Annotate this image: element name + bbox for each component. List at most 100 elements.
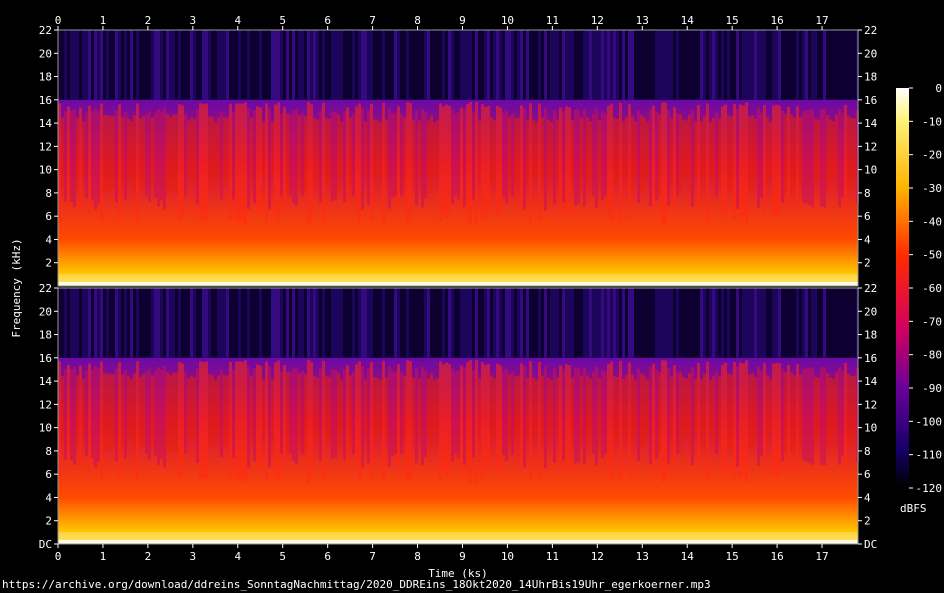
y-tick-label-left: 4 xyxy=(45,233,52,246)
y-tick-label-right: 14 xyxy=(864,375,878,388)
colorbar-tick-label: -80 xyxy=(922,349,942,362)
y-tick-label-right: 12 xyxy=(864,140,877,153)
x-tick-label-top: 17 xyxy=(815,14,828,27)
y-tick-label-left: 16 xyxy=(39,352,52,365)
x-tick-label-top: 6 xyxy=(324,14,331,27)
y-tick-label-left: 12 xyxy=(39,140,52,153)
y-tick-label-right: 20 xyxy=(864,305,877,318)
x-tick-label-bottom: 14 xyxy=(681,550,695,563)
x-tick-label-top: 7 xyxy=(369,14,376,27)
y-tick-label-right: 4 xyxy=(864,491,871,504)
y-tick-label-right: 2 xyxy=(864,257,871,270)
y-tick-label-right: 22 xyxy=(864,282,877,295)
colorbar-label: dBFS xyxy=(900,502,927,515)
colorbar-tick-label: -70 xyxy=(922,315,942,328)
y-tick-label-left: 4 xyxy=(45,491,52,504)
colorbar-tick-label: -50 xyxy=(922,249,942,262)
x-tick-label-top: 13 xyxy=(636,14,649,27)
x-tick-label-bottom: 17 xyxy=(815,550,828,563)
y-axis-label: Frequency (kHz) xyxy=(10,238,23,337)
x-tick-label-top: 5 xyxy=(279,14,286,27)
x-tick-label-bottom: 16 xyxy=(770,550,783,563)
y-tick-label-left: 18 xyxy=(39,71,52,84)
x-axis-label: Time (ks) xyxy=(428,567,488,580)
x-tick-label-top: 10 xyxy=(501,14,514,27)
y-tick-label-left: 20 xyxy=(39,47,52,60)
colorbar-tick-label: -100 xyxy=(916,415,943,428)
x-tick-label-bottom: 2 xyxy=(145,550,152,563)
colorbar-tick-label: -10 xyxy=(922,115,942,128)
x-tick-label-top: 0 xyxy=(55,14,62,27)
x-tick-label-bottom: 4 xyxy=(234,550,241,563)
x-tick-label-top: 12 xyxy=(591,14,604,27)
x-tick-label-top: 4 xyxy=(234,14,241,27)
y-tick-label-left: 10 xyxy=(39,164,52,177)
channel-1-panel xyxy=(57,29,859,287)
x-tick-label-bottom: 12 xyxy=(591,550,604,563)
x-tick-label-top: 8 xyxy=(414,14,421,27)
y-tick-label-left: 20 xyxy=(39,305,52,318)
colorbar-tick-label: -60 xyxy=(922,282,942,295)
y-tick-label-left: 8 xyxy=(45,445,52,458)
y-tick-label-right: 14 xyxy=(864,117,878,130)
x-tick-label-top: 9 xyxy=(459,14,466,27)
x-tick-label-bottom: 10 xyxy=(501,550,514,563)
y-tick-label-right: 16 xyxy=(864,352,877,365)
x-tick-label-top: 14 xyxy=(681,14,695,27)
x-tick-label-bottom: 11 xyxy=(546,550,559,563)
x-tick-label-bottom: 15 xyxy=(726,550,739,563)
y-tick-label-right: 8 xyxy=(864,187,871,200)
y-tick-label-left: 2 xyxy=(45,257,52,270)
colorbar-tick-label: -40 xyxy=(922,215,942,228)
y-tick-label-left: 6 xyxy=(45,468,52,481)
y-tick-label-right: 10 xyxy=(864,164,877,177)
y-tick-label-left: DC xyxy=(39,538,52,551)
y-tick-label-right: DC xyxy=(864,538,877,551)
colorbar-tick-label: -120 xyxy=(916,482,943,495)
y-tick-label-right: 22 xyxy=(864,24,877,37)
y-tick-label-left: 18 xyxy=(39,329,52,342)
source-url: https://archive.org/download/ddreins_Son… xyxy=(2,578,711,591)
x-tick-label-bottom: 8 xyxy=(414,550,421,563)
colorbar-tick-label: 0 xyxy=(935,82,942,95)
x-tick-label-top: 11 xyxy=(546,14,559,27)
x-tick-label-top: 1 xyxy=(100,14,107,27)
channel-2-panel xyxy=(57,287,859,545)
y-tick-label-left: 8 xyxy=(45,187,52,200)
y-tick-label-left: 22 xyxy=(39,282,52,295)
x-tick-label-top: 3 xyxy=(190,14,197,27)
y-tick-label-left: 6 xyxy=(45,210,52,223)
x-tick-label-bottom: 0 xyxy=(55,550,62,563)
x-tick-label-top: 15 xyxy=(726,14,739,27)
x-tick-label-bottom: 13 xyxy=(636,550,649,563)
x-tick-label-bottom: 5 xyxy=(279,550,286,563)
colorbar-tick-label: -20 xyxy=(922,149,942,162)
x-tick-label-bottom: 7 xyxy=(369,550,376,563)
x-tick-label-bottom: 3 xyxy=(190,550,197,563)
colorbar-tick-label: -110 xyxy=(916,449,943,462)
y-tick-label-right: 6 xyxy=(864,468,871,481)
y-tick-label-left: 16 xyxy=(39,94,52,107)
y-tick-label-left: 2 xyxy=(45,515,52,528)
x-tick-label-top: 16 xyxy=(770,14,783,27)
y-tick-label-right: 18 xyxy=(864,329,877,342)
x-tick-label-bottom: 9 xyxy=(459,550,466,563)
y-tick-label-right: 2 xyxy=(864,515,871,528)
y-tick-label-right: 10 xyxy=(864,422,877,435)
y-tick-label-right: 4 xyxy=(864,233,871,246)
x-tick-label-bottom: 6 xyxy=(324,550,331,563)
y-tick-label-right: 6 xyxy=(864,210,871,223)
y-tick-label-right: 16 xyxy=(864,94,877,107)
y-tick-label-left: 14 xyxy=(39,117,53,130)
x-tick-label-bottom: 1 xyxy=(100,550,107,563)
y-tick-label-right: 18 xyxy=(864,71,877,84)
colorbar-tick-label: -90 xyxy=(922,382,942,395)
y-tick-label-right: 20 xyxy=(864,47,877,60)
y-tick-label-left: 10 xyxy=(39,422,52,435)
y-tick-label-right: 8 xyxy=(864,445,871,458)
y-tick-label-left: 22 xyxy=(39,24,52,37)
y-tick-label-right: 12 xyxy=(864,398,877,411)
colorbar xyxy=(896,88,909,488)
colorbar-tick-label: -30 xyxy=(922,182,942,195)
y-tick-label-left: 12 xyxy=(39,398,52,411)
